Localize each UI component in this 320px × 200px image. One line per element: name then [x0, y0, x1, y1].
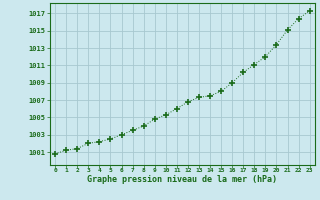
- X-axis label: Graphe pression niveau de la mer (hPa): Graphe pression niveau de la mer (hPa): [87, 175, 277, 184]
